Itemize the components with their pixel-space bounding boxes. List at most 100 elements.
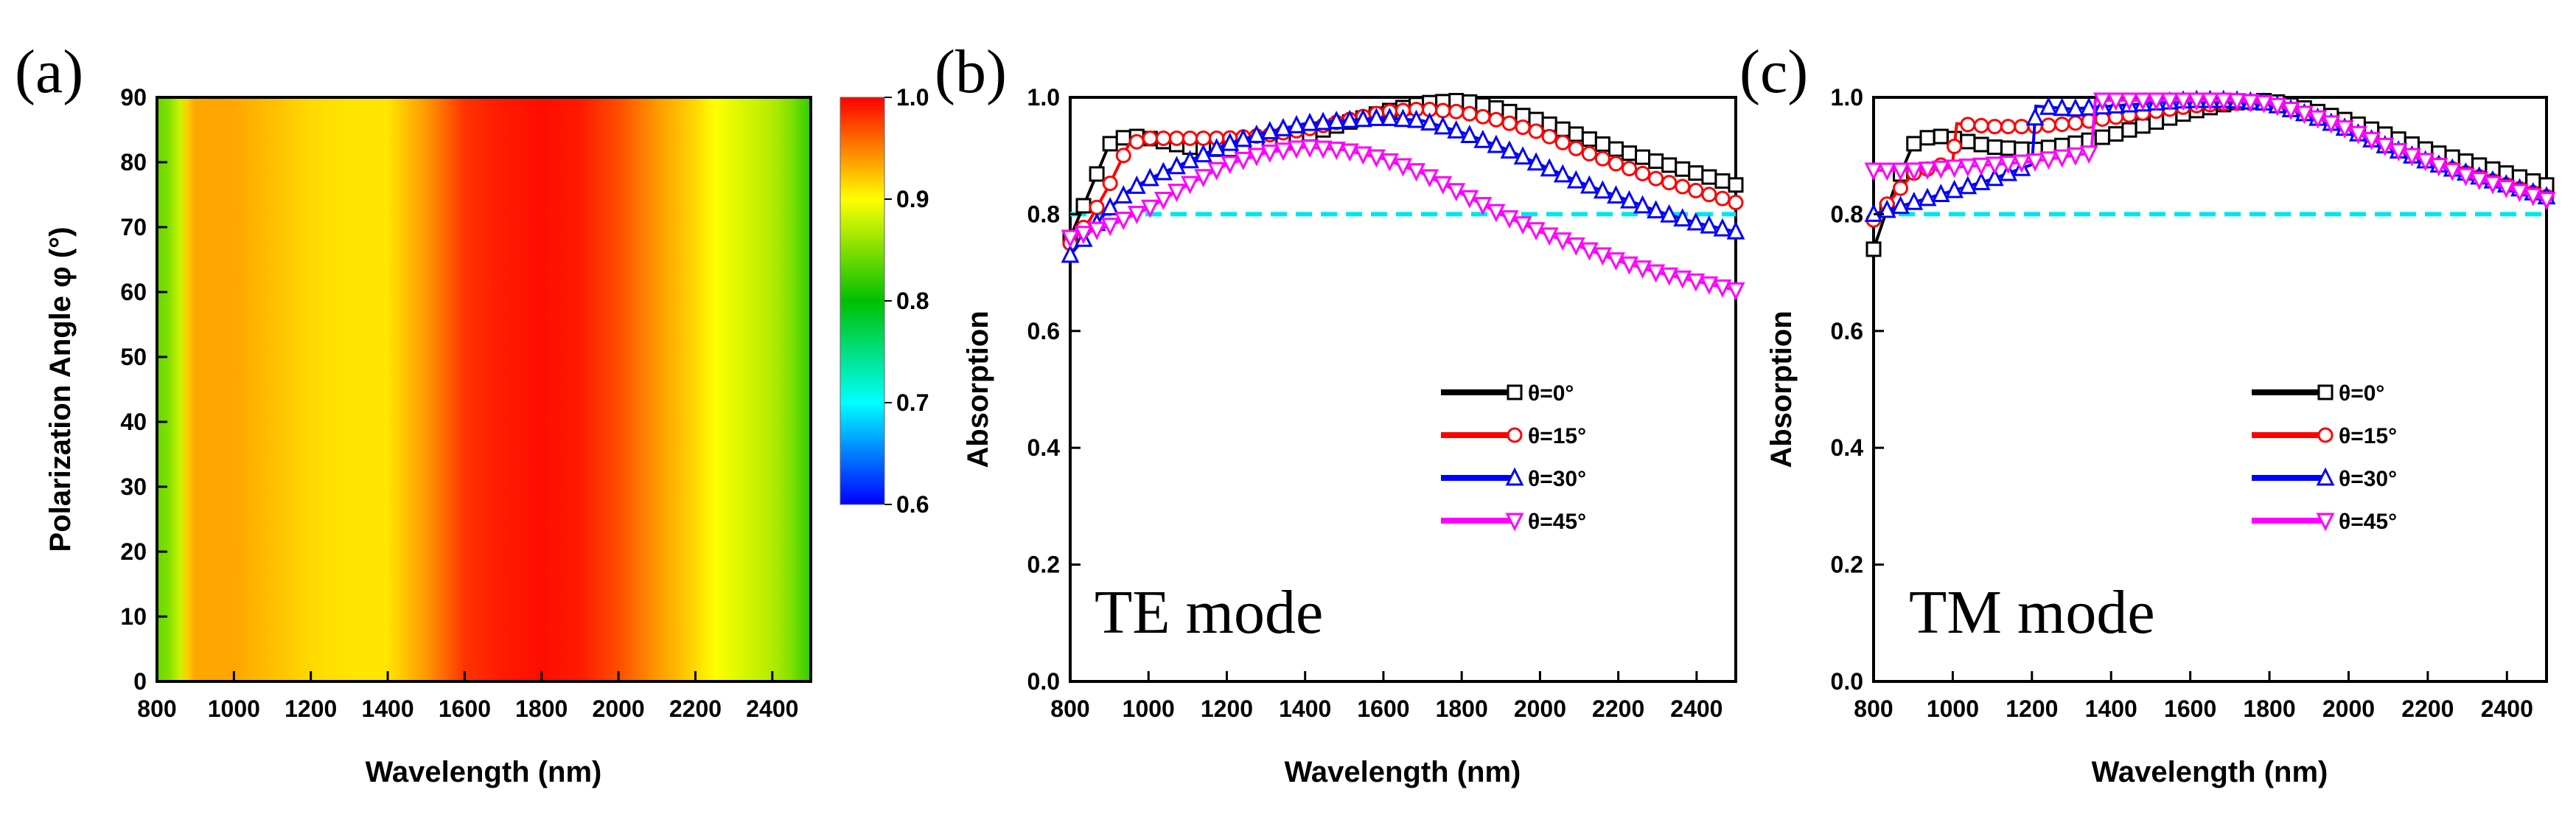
data-point-marker — [1407, 163, 1425, 182]
data-point-marker — [1505, 513, 1524, 532]
data-point-marker — [2108, 126, 2124, 142]
data-point-marker — [2025, 107, 2045, 126]
data-point-marker — [1089, 199, 1105, 215]
data-point-marker — [1127, 176, 1146, 194]
data-point-marker — [1906, 136, 1922, 152]
data-point-marker — [1661, 157, 1678, 173]
data-point-marker — [1260, 144, 1280, 163]
data-point-marker — [1648, 153, 1664, 169]
data-point-marker — [1142, 130, 1158, 146]
data-point-marker — [2402, 147, 2421, 167]
data-point-marker — [1128, 133, 1145, 150]
data-point-marker — [1501, 115, 1518, 131]
data-point-marker — [1100, 218, 1120, 237]
data-point-marker — [1140, 167, 1159, 187]
data-point-marker — [1985, 156, 2004, 176]
data-point-marker — [1181, 150, 1199, 169]
data-point-marker — [1500, 210, 1519, 229]
data-point-marker — [2317, 427, 2334, 443]
panel-a-letter: (a) — [15, 38, 83, 106]
x-tick-label: 1400 — [1279, 695, 1331, 722]
data-point-marker — [1394, 158, 1412, 177]
data-point-marker — [1153, 162, 1173, 181]
data-point-marker — [1507, 427, 1523, 443]
data-point-marker — [1153, 191, 1173, 210]
data-point-marker — [1168, 130, 1184, 146]
data-point-marker — [2483, 176, 2502, 195]
data-point-marker — [1660, 204, 1679, 223]
y-tick-label: 70 — [120, 214, 147, 240]
data-point-marker — [2039, 96, 2058, 115]
data-point-marker — [2510, 184, 2529, 203]
legend-label: θ=0° — [1528, 381, 1574, 406]
y-tick-label: 0.8 — [1831, 201, 1863, 227]
data-point-marker — [1905, 162, 1924, 181]
data-point-marker — [1553, 164, 1572, 183]
x-tick-label: 1000 — [1927, 695, 1979, 722]
panel-b-letter: (b) — [935, 38, 1007, 106]
data-point-marker — [1127, 206, 1146, 224]
data-point-marker — [1447, 119, 1466, 139]
data-point-marker — [1945, 159, 1964, 178]
legend-item: θ=30° — [1441, 467, 1586, 491]
data-point-marker — [1207, 162, 1226, 181]
data-point-marker — [1115, 147, 1131, 164]
data-point-marker — [2106, 92, 2126, 111]
data-point-marker — [2187, 92, 2206, 111]
x-tick-label: 1400 — [2085, 695, 2137, 722]
data-point-marker — [1865, 241, 1882, 257]
data-point-marker — [2316, 513, 2335, 532]
data-point-marker — [1140, 199, 1159, 218]
data-point-marker — [1102, 136, 1118, 152]
data-point-marker — [1221, 132, 1240, 151]
data-point-marker — [1473, 129, 1493, 148]
data-point-marker — [1488, 111, 1504, 128]
data-point-marker — [1554, 121, 1571, 137]
data-point-marker — [1905, 191, 1924, 210]
colorbar-tick-label: 0.7 — [896, 389, 929, 416]
data-point-marker — [2000, 119, 2017, 135]
data-point-marker — [2322, 115, 2341, 134]
data-point-marker — [1061, 244, 1080, 263]
panel-a-x-axis-title: Wavelength (nm) — [366, 756, 602, 788]
data-point-marker — [1566, 170, 1585, 189]
x-tick-label: 2200 — [669, 695, 722, 722]
data-point-marker — [1366, 108, 1386, 126]
y-tick-label: 0 — [133, 668, 147, 695]
data-point-marker — [2053, 149, 2072, 168]
data-point-marker — [2079, 145, 2098, 164]
data-point-marker — [1420, 112, 1439, 131]
data-point-marker — [2496, 179, 2516, 198]
data-point-marker — [2066, 147, 2085, 166]
series-triangle-down — [1061, 139, 1745, 301]
data-point-marker — [1181, 176, 1199, 195]
x-tick-label: 1800 — [2243, 695, 2295, 722]
data-point-marker — [1553, 232, 1572, 251]
panel-c-tm-mode: (c) 800 1000 1200 1400 1600 1800 2000 2200 2400 … — [1739, 38, 2556, 788]
data-point-marker — [2092, 92, 2112, 111]
data-point-marker — [2308, 110, 2328, 129]
heatmap-plot-area — [156, 96, 812, 683]
data-point-marker — [2147, 92, 2165, 111]
y-tick-label: 10 — [120, 603, 147, 630]
data-point-marker — [1114, 212, 1133, 231]
data-point-marker — [1622, 145, 1638, 162]
data-point-marker — [1554, 134, 1571, 150]
panel-c-y-axis-title: Absorption — [1765, 310, 1798, 468]
data-point-marker — [1933, 128, 1949, 145]
data-point-marker — [1460, 190, 1479, 209]
data-point-marker — [2443, 162, 2462, 181]
y-tick-label: 0.8 — [1027, 201, 1060, 227]
data-point-marker — [1714, 173, 1731, 189]
data-point-marker — [2160, 92, 2179, 111]
x-tick-label: 2400 — [2481, 695, 2533, 722]
panel-b-x-axis-title: Wavelength (nm) — [1285, 756, 1521, 788]
data-point-marker — [2133, 92, 2152, 111]
data-point-marker — [1327, 141, 1346, 160]
data-point-marker — [2121, 122, 2137, 138]
data-point-marker — [1247, 147, 1266, 167]
data-point-marker — [1931, 184, 1950, 202]
data-point-marker — [2094, 129, 2110, 145]
data-point-marker — [1526, 152, 1546, 171]
data-point-marker — [1891, 195, 1910, 215]
